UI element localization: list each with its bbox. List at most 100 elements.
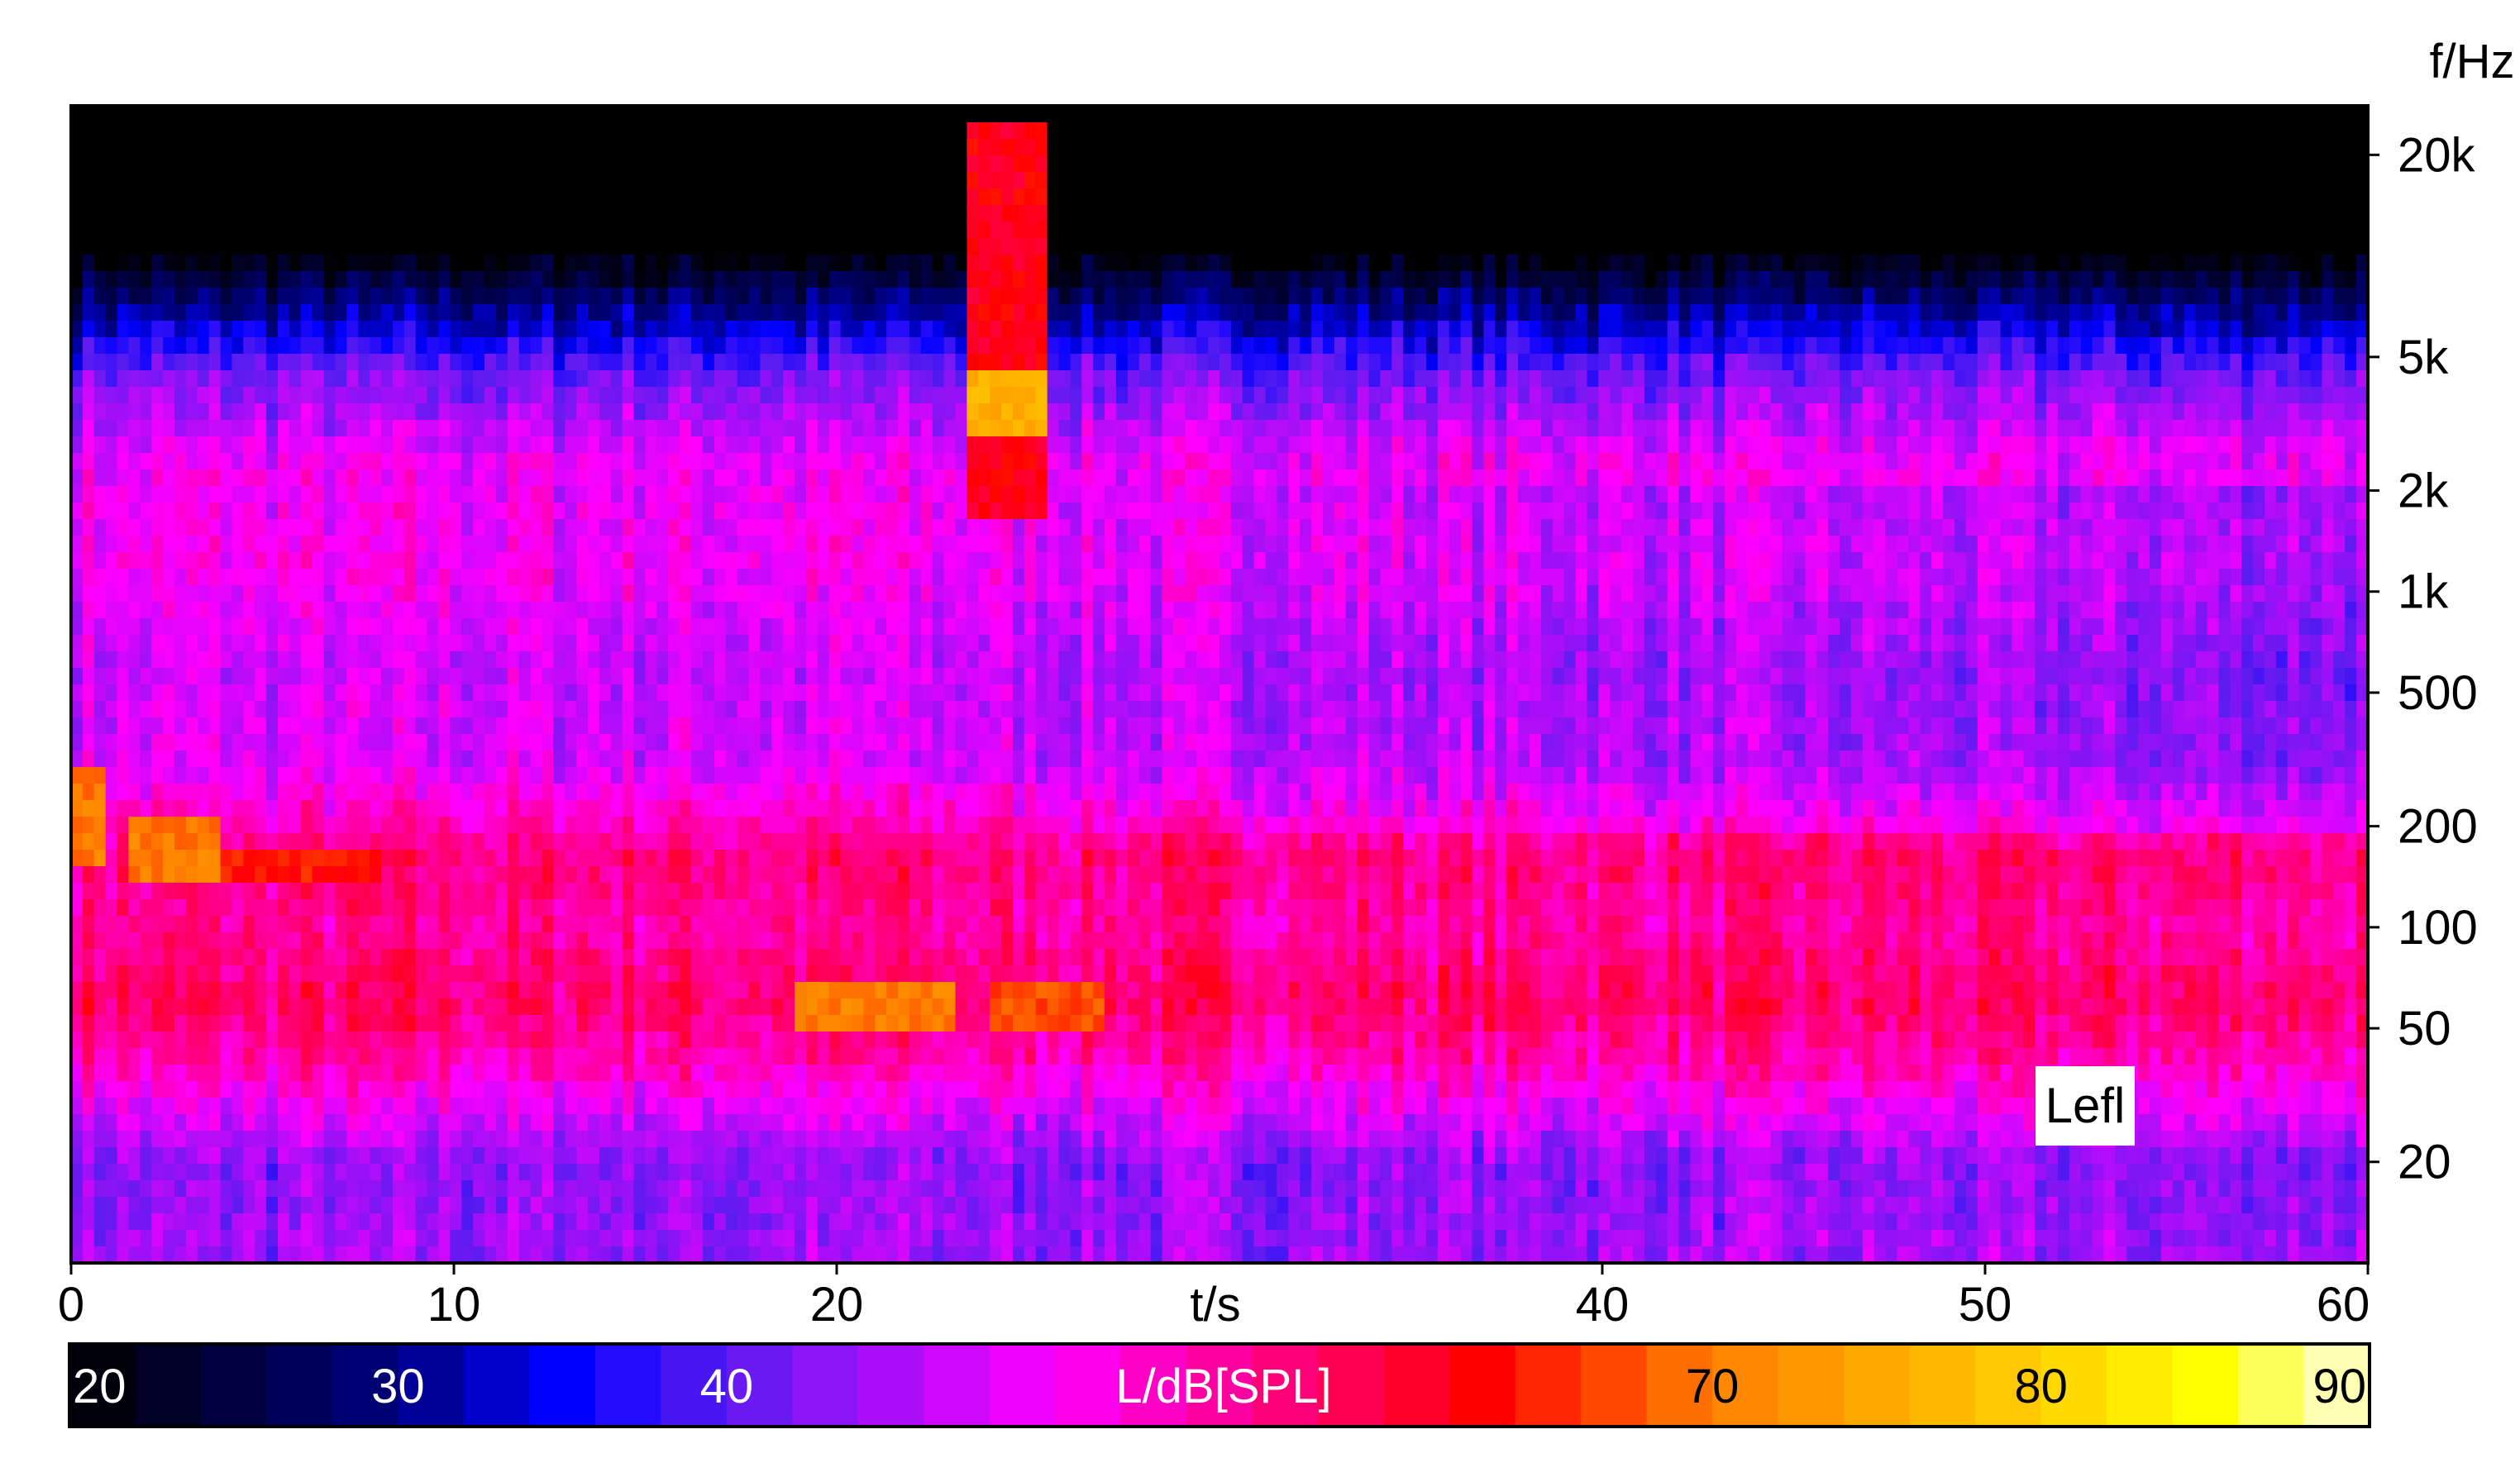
heatmap-cell — [714, 536, 727, 553]
heatmap-cell — [840, 949, 853, 966]
heatmap-cell — [645, 800, 657, 817]
heatmap-cell — [805, 1081, 819, 1098]
heatmap-cell — [278, 519, 290, 536]
heatmap-cell — [473, 602, 485, 619]
heatmap-cell — [370, 750, 382, 768]
heatmap-cell — [484, 255, 497, 272]
heatmap-cell — [771, 205, 784, 222]
heatmap-cell — [128, 833, 141, 850]
heatmap-cell — [886, 354, 899, 371]
heatmap-cell — [760, 883, 772, 900]
heatmap-cell — [82, 1015, 95, 1032]
heatmap-cell — [323, 519, 336, 536]
heatmap-cell — [553, 833, 566, 850]
heatmap-cell — [255, 618, 267, 636]
heatmap-cell — [427, 271, 440, 288]
heatmap-cell — [737, 635, 750, 652]
heatmap-cell — [805, 651, 819, 669]
heatmap-cell — [392, 684, 405, 702]
heatmap-cell — [656, 552, 669, 569]
heatmap-cell — [128, 569, 141, 586]
heatmap-cell — [553, 255, 566, 272]
heatmap-cell — [610, 387, 623, 404]
heatmap-cell — [588, 982, 600, 999]
heatmap-cell — [128, 1213, 141, 1231]
heatmap-cell — [197, 321, 210, 338]
heatmap-cell — [163, 998, 175, 1016]
heatmap-cell — [518, 321, 532, 338]
heatmap-cell — [323, 750, 336, 768]
heatmap-cell — [795, 932, 807, 950]
heatmap-cell — [875, 453, 887, 470]
heatmap-cell — [656, 965, 669, 983]
heatmap-cell — [518, 585, 532, 603]
heatmap-cell — [542, 552, 554, 569]
heatmap-cell — [886, 139, 899, 156]
heatmap-cell — [795, 1015, 807, 1032]
heatmap-cell — [289, 106, 302, 123]
heatmap-cell — [473, 337, 485, 355]
heatmap-cell — [795, 106, 807, 123]
heatmap-cell — [231, 800, 244, 817]
heatmap-cell — [370, 635, 382, 652]
heatmap-cell — [289, 833, 302, 850]
heatmap-cell — [771, 288, 784, 305]
heatmap-cell — [358, 866, 370, 884]
heatmap-cell — [714, 255, 727, 272]
heatmap-cell — [530, 1230, 543, 1247]
heatmap-cell — [289, 585, 302, 603]
heatmap-cell — [93, 833, 107, 850]
heatmap-cell — [312, 1213, 325, 1231]
heatmap-cell — [828, 932, 842, 950]
heatmap-cell — [645, 1114, 657, 1132]
heatmap-cell — [680, 420, 692, 437]
heatmap-cell — [656, 1131, 669, 1148]
heatmap-cell — [680, 1180, 692, 1198]
heatmap-cell — [335, 965, 347, 983]
heatmap-cell — [438, 701, 451, 718]
heatmap-cell — [231, 767, 244, 784]
heatmap-cell — [403, 436, 417, 454]
heatmap-cell — [737, 784, 750, 801]
heatmap-cell — [197, 403, 210, 421]
heatmap-cell — [438, 585, 451, 603]
heatmap-cell — [783, 304, 795, 322]
heatmap-cell — [370, 817, 382, 834]
heatmap-cell — [863, 337, 876, 355]
heatmap-cell — [680, 899, 692, 917]
heatmap-cell — [255, 932, 267, 950]
heatmap-cell — [185, 337, 198, 355]
heatmap-cell — [680, 1164, 692, 1181]
heatmap-cell — [645, 139, 657, 156]
heatmap-cell — [588, 155, 600, 173]
heatmap-cell — [507, 536, 520, 553]
heatmap-cell — [817, 734, 830, 751]
heatmap-cell — [71, 800, 84, 817]
heatmap-cell — [863, 635, 876, 652]
heatmap-cell — [82, 321, 95, 338]
heatmap-cell — [737, 1032, 750, 1049]
heatmap-cell — [300, 172, 313, 189]
heatmap-cell — [128, 750, 141, 768]
heatmap-cell — [656, 453, 669, 470]
heatmap-cell — [817, 668, 830, 685]
heatmap-cell — [553, 569, 566, 586]
heatmap-cell — [358, 1246, 370, 1264]
heatmap-cell — [358, 354, 370, 371]
heatmap-cell — [163, 122, 175, 140]
heatmap-cell — [840, 519, 853, 536]
heatmap-cell — [231, 1114, 244, 1132]
heatmap-cell — [105, 635, 118, 652]
heatmap-cell — [507, 1246, 520, 1264]
heatmap-cell — [128, 866, 141, 884]
heatmap-cell — [760, 1147, 772, 1165]
heatmap-cell — [82, 866, 95, 884]
heatmap-cell — [381, 1230, 394, 1247]
heatmap-cell — [656, 139, 669, 156]
heatmap-cell — [725, 503, 738, 520]
heatmap-cell — [576, 932, 589, 950]
heatmap-cell — [622, 1213, 635, 1231]
heatmap-cell — [208, 833, 222, 850]
heatmap-cell — [783, 1081, 795, 1098]
heatmap-cell — [795, 734, 807, 751]
